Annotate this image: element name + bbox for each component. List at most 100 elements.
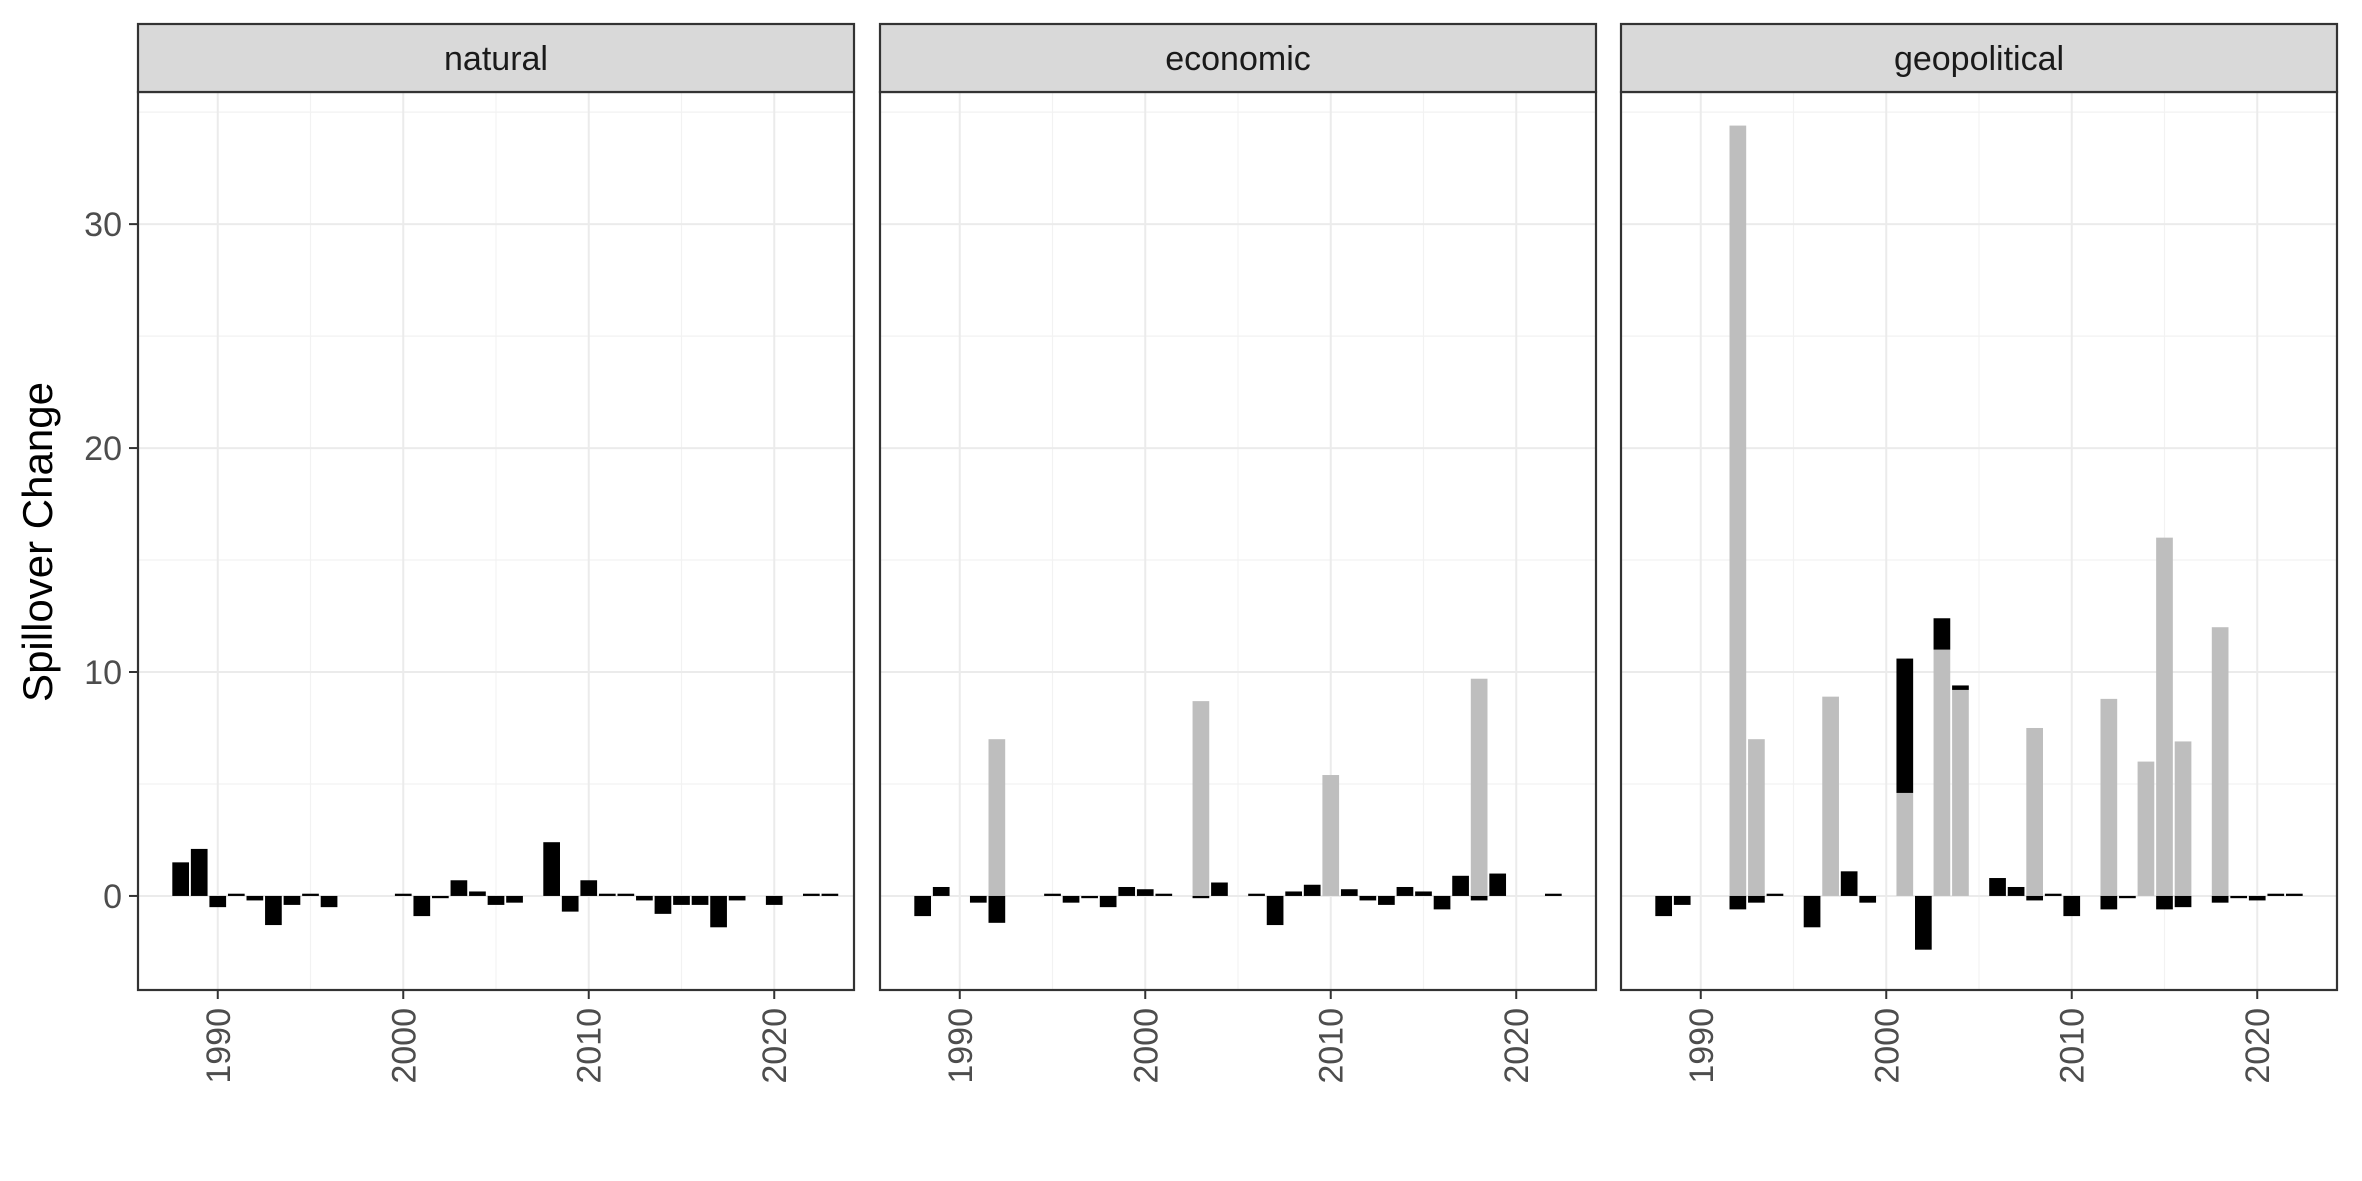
- bar-black: [969, 895, 987, 903]
- bar-black: [1748, 895, 1765, 903]
- bar-grey: [1470, 678, 1488, 896]
- panel-economic: economic 1990 2000 2010 2020: [878, 22, 1598, 1084]
- bar-grey: [2174, 741, 2192, 896]
- bar-black: [1340, 889, 1358, 896]
- panel-geopolitical: geopolitical 1990 2000 2010 2020: [1619, 22, 2339, 1084]
- bar-black: [2174, 895, 2192, 908]
- bar-black: [1470, 895, 1488, 901]
- bar-grey: [1952, 689, 1969, 896]
- y-tick-label: 10: [84, 654, 122, 692]
- bar-black: [1840, 871, 1858, 896]
- bar-black: [1896, 658, 1914, 793]
- bar-black: [2119, 895, 2136, 899]
- bar-black: [1192, 895, 1210, 899]
- bar-black: [543, 842, 560, 896]
- x-tick-label: 2000: [1127, 1008, 1165, 1084]
- bar-black: [1415, 891, 1432, 896]
- bar-black: [1211, 882, 1228, 896]
- bar-black: [1859, 895, 1877, 903]
- bar-black: [2156, 895, 2173, 910]
- x-tick-label: 2010: [2054, 1008, 2092, 1084]
- bar-grey: [1822, 696, 1839, 896]
- bar-black: [1452, 875, 1469, 896]
- bar-black: [561, 895, 579, 912]
- y-tick-label: 30: [84, 206, 122, 244]
- bar-black: [802, 893, 820, 896]
- bar-black: [209, 895, 227, 908]
- bar-grey: [1933, 649, 1951, 896]
- bar-black: [190, 848, 208, 896]
- bar-black: [1655, 895, 1673, 917]
- x-tick-label: 2010: [1313, 1008, 1351, 1084]
- bar-black: [227, 893, 245, 896]
- x-tick-label: 2020: [2239, 1008, 2277, 1084]
- bar-black: [728, 895, 746, 901]
- facet-strip-label: natural: [444, 40, 548, 78]
- bar-black: [2026, 895, 2043, 901]
- bar-black: [654, 895, 672, 914]
- x-tick-label: 2000: [1868, 1008, 1906, 1084]
- bar-black: [1396, 886, 1414, 896]
- bar-black: [2230, 895, 2248, 899]
- bar-black: [1489, 873, 1507, 896]
- bar-black: [1136, 889, 1154, 896]
- bar-black: [265, 895, 282, 926]
- bar-grey: [2026, 727, 2043, 896]
- bar-black: [1915, 895, 1932, 950]
- bar-black: [617, 893, 635, 896]
- bar-black: [1378, 895, 1395, 905]
- bar-black: [487, 895, 505, 905]
- bar-black: [2063, 895, 2081, 917]
- bar-black: [1433, 895, 1451, 910]
- bar-grey: [2100, 698, 2118, 896]
- bar-black: [1248, 893, 1265, 896]
- bar-black: [691, 895, 709, 905]
- panel-natural: natural 1990 2000 2010 2020: [136, 22, 856, 1084]
- bar-grey: [2137, 761, 2155, 896]
- bar-black: [302, 893, 319, 896]
- bar-grey: [988, 739, 1006, 896]
- x-tick-label: 1990: [1683, 1008, 1721, 1084]
- bar-black: [283, 895, 301, 905]
- bar-black: [1952, 685, 1969, 690]
- bar-black: [1081, 895, 1098, 899]
- bar-black: [1118, 886, 1136, 896]
- bar-grey: [1748, 739, 1765, 896]
- bar-black: [320, 895, 338, 908]
- x-tick-label: 2010: [571, 1008, 609, 1084]
- bar-black: [2267, 893, 2285, 896]
- facet-strip: [136, 22, 856, 94]
- bar-black: [932, 886, 950, 896]
- bar-black: [2007, 886, 2025, 896]
- bar-black: [1285, 891, 1302, 896]
- bar-black: [914, 895, 932, 917]
- bar-black: [1099, 895, 1117, 908]
- x-tick-label: 2000: [385, 1008, 423, 1084]
- y-axis: 0 10 20 30: [84, 206, 138, 916]
- y-tick-label: 20: [84, 430, 122, 468]
- bar-grey: [1322, 775, 1340, 896]
- bar-black: [2211, 895, 2229, 903]
- bar-black: [506, 895, 523, 903]
- bar-black: [2100, 895, 2118, 910]
- bar-grey: [1192, 701, 1210, 896]
- bar-black: [1766, 893, 1784, 896]
- bar-black: [246, 895, 264, 901]
- bar-black: [450, 880, 468, 896]
- facet-strip-label: geopolitical: [1894, 40, 2064, 78]
- bar-black: [636, 895, 653, 901]
- bar-black: [2044, 893, 2062, 896]
- facet-strip-label: economic: [1165, 40, 1311, 78]
- y-axis-title: Spillover Change: [14, 382, 61, 702]
- bar-black: [1729, 895, 1747, 910]
- bar-black: [673, 895, 690, 905]
- bar-black: [598, 893, 616, 896]
- x-tick-label: 2020: [756, 1008, 794, 1084]
- bar-black: [2248, 895, 2266, 901]
- bar-black: [2285, 893, 2303, 896]
- facet-strip: [878, 22, 1598, 94]
- bar-black: [1544, 893, 1562, 896]
- bar-black: [765, 895, 783, 905]
- bar-black: [1803, 895, 1821, 928]
